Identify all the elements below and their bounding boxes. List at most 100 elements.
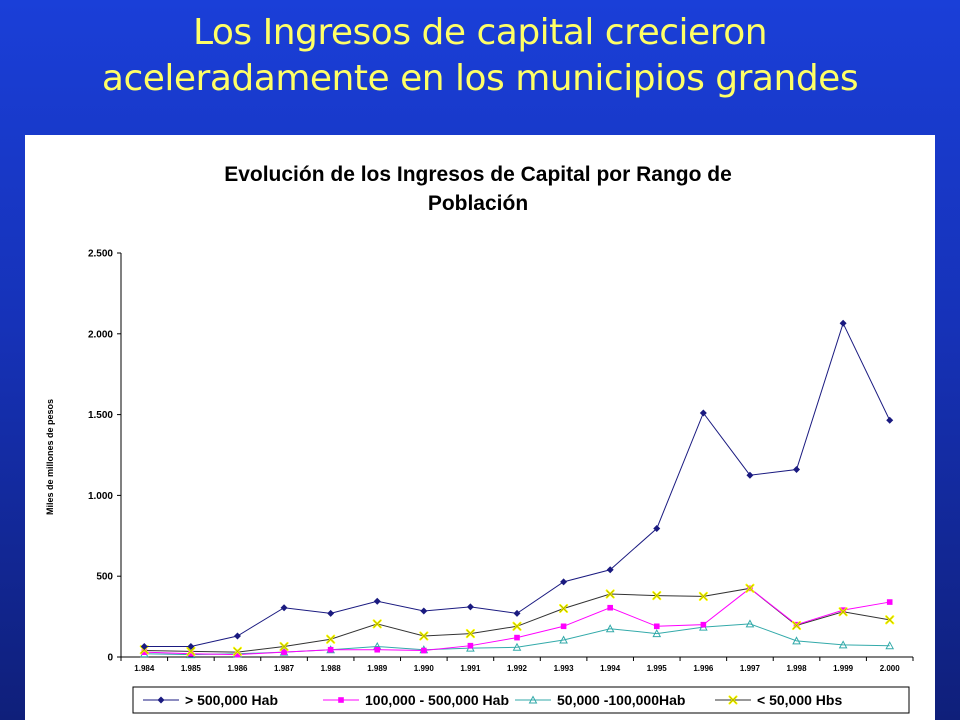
x-marker-outline	[885, 616, 894, 624]
x-marker-outline	[699, 592, 708, 601]
y-axis-label: Miles de millones de pesos	[45, 399, 55, 515]
data-point	[187, 642, 195, 650]
chart-panel: Evolución de los Ingresos de Capital por…	[25, 135, 935, 720]
x-marker-outline	[513, 622, 521, 631]
slide-title-line-2: aceleradamente en los municipios grandes	[101, 58, 859, 99]
legend-marker	[157, 696, 165, 704]
data-point	[793, 466, 801, 474]
legend: > 500,000 Hab 100,000 - 500,000 Hab 50,000…	[132, 686, 910, 714]
line-chart: Evolución de los Ingresos de Capital por…	[45, 163, 914, 714]
data-point	[839, 319, 847, 327]
data-point	[746, 471, 754, 479]
x-tick-label: 1.987	[274, 664, 295, 673]
data-point	[372, 619, 382, 629]
x-tick-label: 1.989	[367, 664, 388, 673]
data-point	[698, 591, 708, 601]
legend-marker	[728, 695, 738, 705]
series-1	[141, 585, 893, 658]
data-point	[512, 642, 522, 651]
data-point	[606, 566, 614, 574]
data-point	[465, 628, 476, 639]
x-marker-outline	[233, 647, 242, 656]
data-point	[792, 636, 801, 645]
slide-title-line-1: Los Ingresos de capital crecieron	[192, 12, 768, 53]
x-tick-label: 1.997	[740, 664, 761, 673]
data-point	[700, 621, 707, 628]
data-point	[607, 604, 613, 611]
y-tick-label: 0	[107, 653, 113, 664]
x-tick-label: 1.992	[507, 664, 528, 673]
data-point	[141, 649, 148, 655]
data-point	[605, 624, 615, 633]
y-tick-label: 1.000	[88, 491, 113, 502]
y-tick-label: 2.500	[88, 249, 113, 260]
series-layer	[139, 319, 895, 659]
x-tick-label: 1.990	[414, 664, 435, 673]
x-marker-outline	[729, 696, 737, 704]
x-tick-label: 1.998	[787, 664, 808, 673]
legend-marker	[528, 695, 538, 704]
data-point	[838, 607, 848, 617]
legend-marker	[338, 697, 344, 703]
data-point	[233, 632, 241, 640]
legend-label: 100,000 - 500,000 Hab	[365, 692, 509, 708]
data-point	[466, 603, 474, 611]
data-point	[840, 607, 846, 613]
x-tick-label: 1.986	[227, 664, 248, 673]
data-point	[279, 641, 289, 652]
data-point	[140, 642, 148, 650]
data-point	[186, 646, 196, 656]
x-marker-outline	[653, 591, 661, 600]
series-3	[139, 583, 895, 656]
x-tick-label: 1.984	[134, 664, 155, 673]
x-marker-outline	[466, 629, 475, 638]
data-point	[886, 599, 893, 605]
data-point	[419, 631, 429, 641]
data-point	[886, 416, 894, 424]
data-point	[652, 629, 662, 638]
data-point	[513, 609, 521, 617]
x-tick-label: 1.993	[554, 664, 575, 673]
data-point	[420, 607, 428, 615]
data-point	[327, 609, 335, 617]
y-tick-label: 500	[96, 572, 113, 583]
series-line	[144, 321, 891, 647]
data-point	[838, 640, 848, 649]
data-point	[605, 589, 615, 599]
x-marker-outline	[606, 590, 614, 598]
x-marker-outline	[187, 647, 195, 656]
data-point	[421, 647, 427, 654]
data-point	[512, 621, 522, 631]
x-tick-label: 2.000	[880, 664, 901, 673]
data-point	[653, 525, 661, 533]
x-tick-label: 1.988	[321, 664, 342, 673]
x-tick-label: 1.994	[600, 664, 621, 673]
data-point	[327, 646, 334, 653]
x-marker-outline	[326, 635, 335, 643]
data-point	[885, 615, 895, 625]
axes: 0 500 1.000 1.500 2.000 2.500 1.984 1.985 1.986 1…	[88, 249, 914, 673]
data-point	[373, 597, 381, 605]
data-point	[234, 651, 241, 658]
data-point	[653, 623, 660, 630]
data-point	[559, 635, 568, 644]
data-point	[280, 604, 288, 612]
legend-label: 50,000 -100,000Hab	[557, 692, 685, 708]
gray-connecting-line	[144, 587, 890, 653]
data-point	[560, 623, 567, 630]
x-marker-outline	[559, 604, 568, 613]
x-tick-label: 1.985	[181, 664, 202, 673]
data-point	[467, 642, 474, 649]
slide-title: Los Ingresos de capital crecieron aceler…	[0, 10, 960, 102]
data-point	[745, 583, 755, 593]
data-point	[232, 646, 243, 656]
series-0	[140, 319, 894, 650]
chart-title-line-2: Población	[428, 192, 528, 215]
legend-label: > 500,000 Hab	[185, 692, 278, 708]
y-tick-label: 2.000	[88, 329, 113, 340]
x-tick-label: 1.999	[833, 664, 854, 673]
data-point	[699, 409, 707, 417]
data-point	[791, 620, 802, 631]
x-marker-outline	[373, 620, 381, 628]
x-marker-outline	[746, 584, 754, 593]
